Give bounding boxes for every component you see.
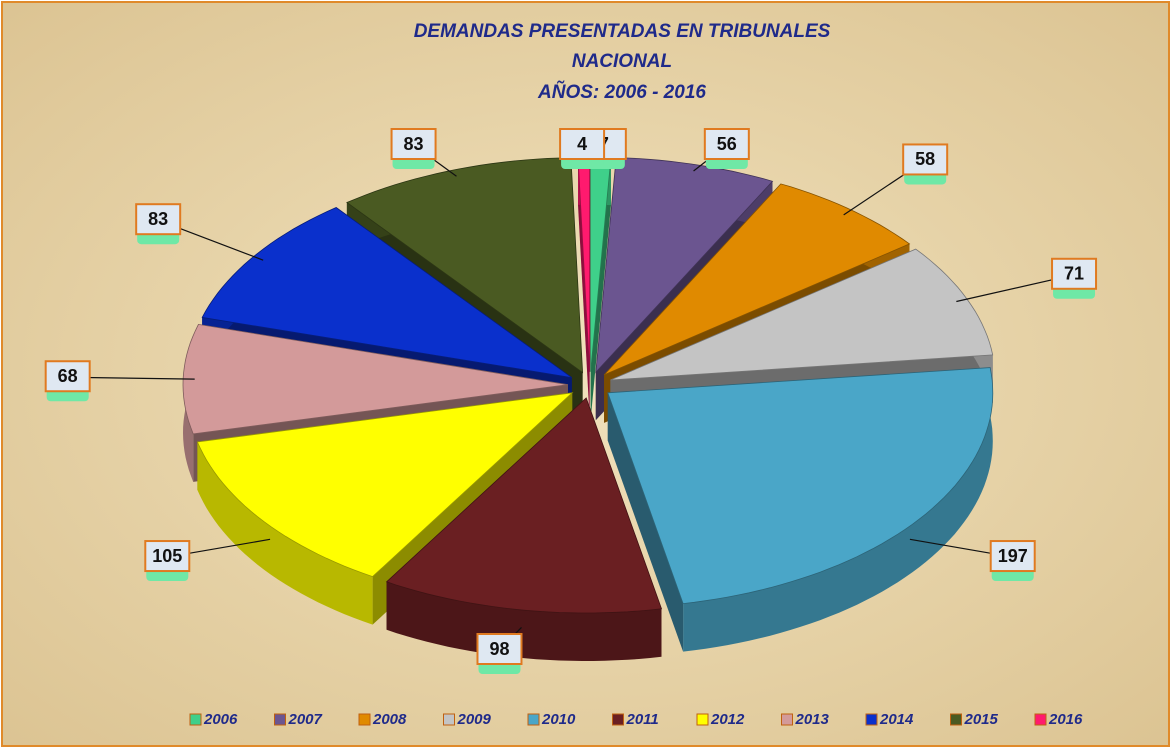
legend-label: 2009 — [457, 711, 492, 728]
value-label: 58 — [915, 149, 935, 169]
label-box — [144, 540, 191, 573]
slice-top — [607, 367, 994, 605]
slice-top — [385, 397, 663, 614]
label-box — [902, 143, 949, 176]
label-box — [135, 203, 182, 236]
label-box — [44, 360, 91, 393]
value-label: 83 — [148, 209, 168, 229]
legend-swatch — [612, 713, 624, 726]
slice-top — [346, 157, 584, 374]
legend-swatch — [189, 713, 202, 726]
label-box — [989, 540, 1036, 573]
slice-side — [590, 157, 611, 420]
value-label: 83 — [404, 134, 424, 154]
value-label: 105 — [152, 546, 182, 566]
legend-swatch — [274, 713, 286, 726]
label-box — [559, 128, 606, 160]
legend-label: 2014 — [879, 711, 914, 728]
legend-label: 2015 — [964, 711, 999, 728]
legend-swatch — [527, 713, 540, 726]
slice-wall — [197, 442, 373, 625]
label-box — [703, 128, 750, 160]
chart-title: NACIONAL — [572, 51, 672, 72]
legend-swatch — [1034, 713, 1047, 726]
label-box — [1051, 257, 1098, 290]
legend-label: 2007 — [288, 711, 323, 728]
legend-swatch — [950, 713, 962, 726]
slice-top — [595, 157, 774, 374]
slice-side — [578, 156, 590, 420]
slice-wall — [386, 581, 662, 661]
legend-swatch — [696, 713, 709, 726]
value-label: 56 — [717, 134, 737, 154]
slice-side — [607, 392, 684, 652]
slice-wall — [683, 367, 993, 652]
value-label: 197 — [998, 546, 1028, 566]
value-label: 68 — [58, 366, 78, 386]
legend-label: 2006 — [203, 711, 238, 728]
legend-label: 2013 — [795, 711, 830, 728]
slice — [607, 367, 994, 652]
chart-title: DEMANDAS PRESENTADAS EN TRIBUNALES — [414, 21, 831, 42]
legend-label: 2008 — [372, 711, 407, 728]
slice — [385, 397, 663, 661]
legend-swatch — [443, 713, 455, 726]
legend-swatch — [865, 713, 878, 726]
value-label: 71 — [1064, 264, 1084, 284]
slice-top — [196, 392, 574, 578]
value-label: 98 — [489, 639, 509, 659]
legend-label: 2016 — [1048, 711, 1083, 728]
chart-title: AÑOS: 2006 - 2016 — [537, 81, 706, 103]
legend-label: 2010 — [541, 711, 576, 728]
value-label: 4 — [577, 134, 587, 154]
legend-swatch — [781, 713, 793, 726]
legend-label: 2011 — [626, 711, 659, 728]
legend-label: 2012 — [710, 711, 745, 728]
label-box — [390, 128, 437, 160]
label-box — [476, 633, 523, 665]
legend-swatch — [358, 713, 371, 726]
